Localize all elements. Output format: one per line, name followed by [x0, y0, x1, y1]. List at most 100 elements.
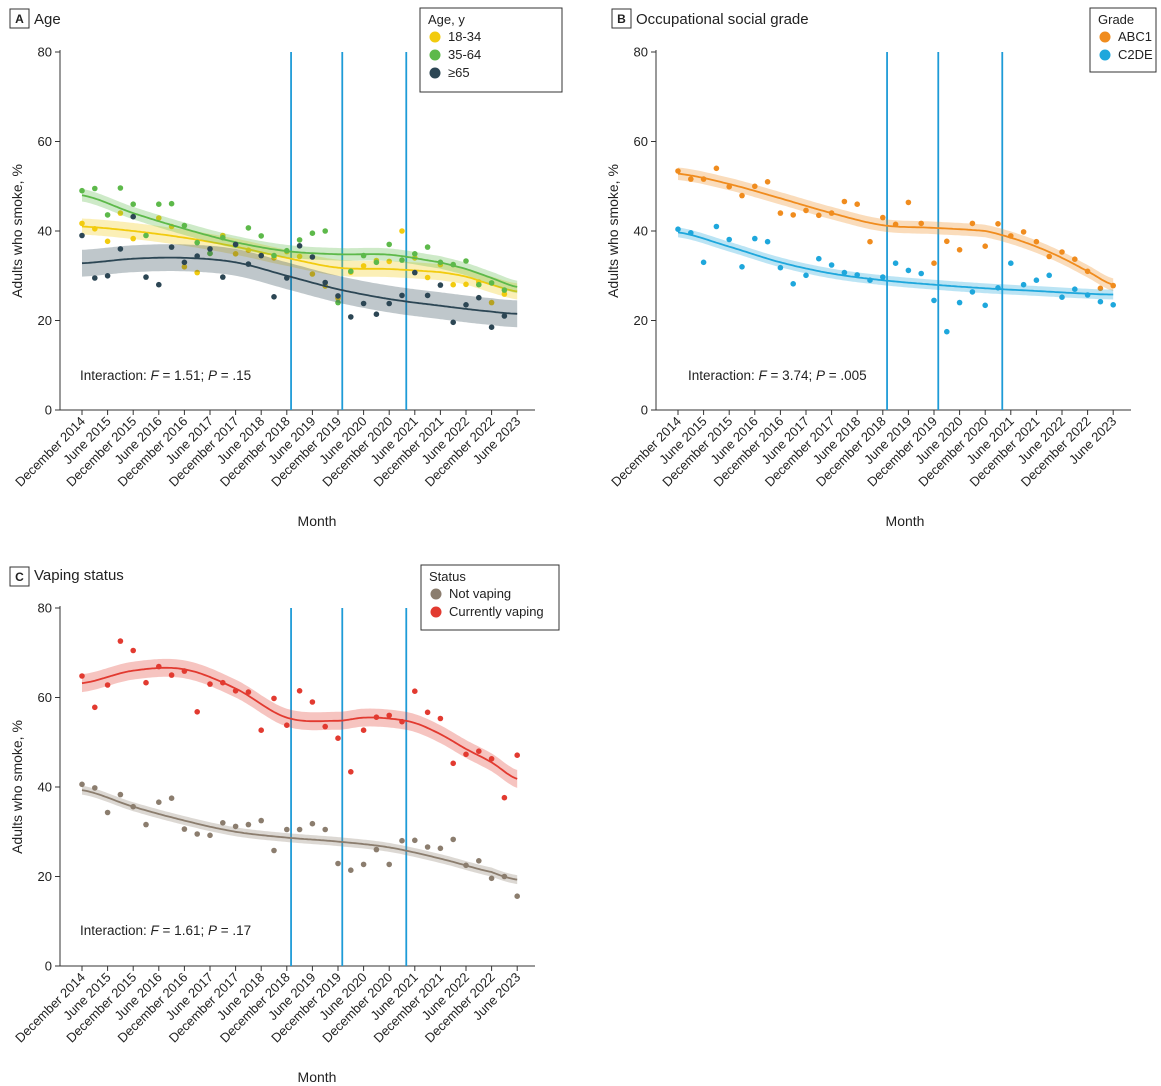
data-point	[1110, 302, 1116, 308]
data-point	[752, 183, 758, 190]
data-point	[777, 264, 784, 271]
data-point	[726, 236, 732, 243]
data-point	[828, 210, 835, 216]
panel-title: Vaping status	[34, 567, 124, 584]
legend-label: ≥65	[448, 65, 470, 80]
data-point	[688, 176, 694, 182]
data-point	[220, 820, 226, 826]
data-point	[335, 293, 341, 299]
data-point	[373, 846, 380, 853]
panel-badge-box	[9, 8, 30, 29]
data-point	[232, 251, 239, 257]
data-point	[450, 281, 457, 288]
series-not-vaping	[79, 781, 520, 899]
data-point	[194, 709, 200, 715]
data-point	[322, 723, 329, 730]
data-point	[220, 234, 226, 241]
legend-label: C2DE	[1118, 47, 1153, 62]
data-point	[271, 695, 277, 702]
data-point	[1097, 285, 1104, 292]
panel-badge-box	[611, 8, 632, 29]
data-point	[104, 682, 111, 688]
data-point	[969, 220, 976, 227]
data-point	[373, 311, 380, 318]
trend-line	[81, 789, 518, 881]
data-point	[181, 668, 188, 674]
data-point	[1008, 233, 1014, 239]
data-point	[450, 836, 457, 843]
data-point	[488, 280, 495, 286]
data-point	[931, 297, 937, 304]
data-point	[117, 210, 124, 216]
data-point	[79, 220, 85, 227]
data-point	[892, 260, 899, 267]
data-point	[117, 638, 124, 644]
data-point	[117, 246, 124, 252]
data-point	[412, 251, 418, 257]
annotation-part: = .005	[825, 368, 867, 383]
data-point	[501, 291, 508, 297]
annotation-part: = 3.74;	[767, 368, 816, 383]
data-point	[258, 727, 265, 733]
data-point	[130, 803, 136, 810]
data-point	[181, 259, 188, 266]
data-point	[880, 214, 886, 221]
data-point	[867, 277, 873, 284]
data-point	[92, 785, 98, 791]
legend-marker	[430, 606, 442, 618]
data-point	[232, 241, 239, 248]
x-axis-label: Month	[298, 1069, 337, 1085]
data-point	[501, 287, 508, 293]
data-point	[335, 860, 341, 867]
annotation-part: F	[151, 923, 160, 938]
data-point	[194, 239, 200, 246]
data-point	[790, 212, 796, 218]
data-point	[104, 238, 111, 245]
data-point	[995, 285, 1001, 291]
data-point	[764, 179, 771, 185]
data-point	[245, 689, 252, 695]
data-point	[982, 243, 988, 249]
data-point	[309, 820, 316, 827]
data-point	[181, 222, 188, 229]
y-tick-label: 60	[634, 134, 648, 149]
data-point	[399, 228, 405, 234]
annotation-part: Interaction:	[80, 923, 151, 938]
annotation-part: Interaction:	[80, 368, 151, 383]
data-point	[296, 688, 303, 694]
annotation-part: = 1.51;	[159, 368, 208, 383]
data-point	[309, 271, 316, 277]
data-point	[79, 673, 85, 679]
x-axis-label: Month	[886, 513, 925, 529]
data-point	[412, 269, 418, 276]
data-point	[476, 294, 482, 301]
data-point	[245, 247, 252, 253]
data-point	[931, 260, 937, 267]
legend-marker	[430, 588, 442, 600]
data-point	[348, 769, 354, 775]
data-point	[476, 748, 482, 754]
data-point	[79, 232, 85, 239]
data-point	[675, 168, 681, 174]
data-point	[386, 241, 393, 248]
y-tick-label: 60	[38, 134, 52, 149]
data-point	[92, 226, 98, 232]
data-point	[207, 246, 213, 252]
data-point	[245, 225, 252, 231]
legend-title: Age, y	[428, 12, 465, 27]
data-point	[1046, 272, 1052, 279]
data-point	[1084, 268, 1091, 275]
data-point	[790, 281, 796, 287]
data-point	[700, 259, 707, 266]
data-point	[803, 272, 809, 279]
data-point	[905, 267, 912, 274]
data-point	[373, 259, 380, 266]
annotation-part: Interaction:	[688, 368, 759, 383]
data-point	[79, 781, 85, 788]
y-tick-label: 80	[38, 601, 52, 616]
data-point	[918, 220, 924, 227]
data-point	[309, 230, 316, 236]
data-point	[463, 302, 469, 308]
data-point	[335, 735, 341, 741]
